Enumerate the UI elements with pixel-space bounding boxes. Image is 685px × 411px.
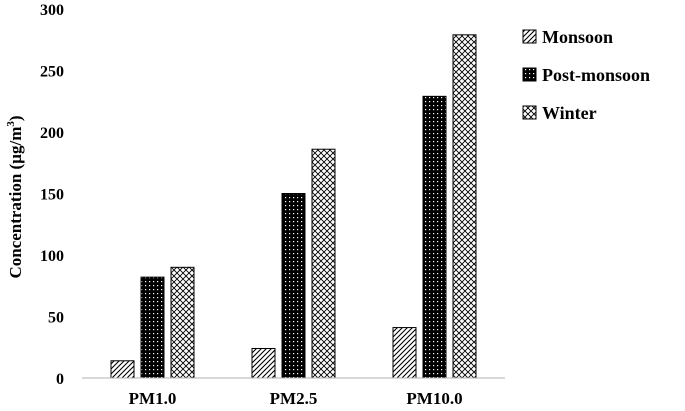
legend: Monsoon Post-monsoon Winter [522,27,650,123]
y-tick-label: 0 [56,371,64,388]
bars [110,34,477,379]
legend-swatch-monsoon [522,29,537,44]
x-axis-category-labels: PM1.0 PM2.5 PM10.0 [129,389,463,408]
y-axis-label-base: Concentration (µg/m [6,127,25,279]
y-axis-label-close: ) [6,115,25,121]
bar-post-monsoon-pm10 [140,276,165,379]
bar-winter-pm100 [452,34,477,379]
legend-label-post-monsoon: Post-monsoon [542,65,650,85]
legend-swatch-post-monsoon [522,67,537,82]
y-axis-label-group: Concentration (µg/m3) [5,115,25,278]
y-tick-label: 150 [40,187,64,204]
y-axis-ticks: 0 50 100 150 200 250 300 [40,2,64,388]
y-axis-label-sup: 3 [5,121,17,127]
y-axis-label: Concentration (µg/m3) [5,115,25,278]
x-category-label: PM1.0 [129,389,177,408]
y-tick-label: 100 [40,248,64,265]
bar-monsoon-pm100 [392,327,417,379]
bar-winter-pm10 [170,266,195,379]
bar-monsoon-pm10 [110,360,135,379]
y-tick-label: 200 [40,125,64,142]
bar-post-monsoon-pm100 [422,95,447,379]
legend-label-winter: Winter [542,103,597,123]
bar-post-monsoon-pm25 [281,193,306,379]
y-tick-label: 50 [48,310,64,327]
legend-label-monsoon: Monsoon [542,27,613,47]
legend-swatch-winter [522,105,537,120]
bar-winter-pm25 [311,148,336,379]
bar-monsoon-pm25 [251,347,276,379]
x-category-label: PM10.0 [406,389,462,408]
y-tick-label: 300 [40,2,64,19]
y-tick-label: 250 [40,64,64,81]
x-category-label: PM2.5 [270,389,318,408]
